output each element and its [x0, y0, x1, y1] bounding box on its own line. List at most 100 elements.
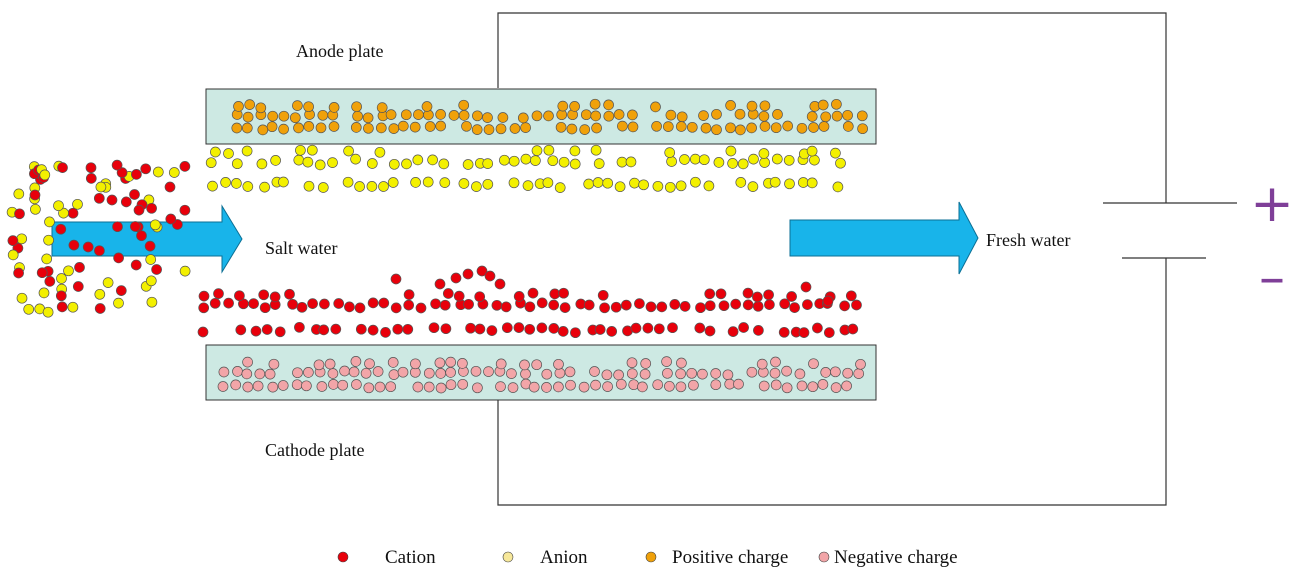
negative-charge-dot: [626, 357, 638, 369]
cation-dot: [209, 297, 221, 309]
anion-dot: [438, 158, 450, 170]
negative-charge-dot: [626, 368, 638, 379]
cation-dot: [559, 302, 571, 313]
inlet-cation-dot: [115, 285, 127, 296]
negative-charge-dot: [232, 366, 243, 377]
inlet-cation-dot: [94, 245, 105, 257]
cation-dot: [307, 298, 318, 309]
anion-dot: [835, 157, 846, 169]
negative-charge-dot: [457, 358, 468, 369]
positive-charge-dot: [796, 122, 808, 134]
inlet-anion-dot: [30, 203, 41, 215]
anion-dot: [664, 147, 676, 158]
cation-dot: [250, 325, 262, 337]
cation-dot: [367, 324, 379, 336]
positive-charge-dot: [350, 122, 362, 133]
negative-charge-dot: [324, 358, 336, 370]
anion-dot: [592, 177, 604, 188]
anode-plate-label: Anode plate: [296, 41, 383, 61]
negative-charge-dot: [794, 368, 806, 380]
negative-charge-dot: [746, 366, 758, 378]
anion-dot: [593, 158, 605, 169]
positive-charge-dot: [817, 99, 829, 111]
negative-charge-dot: [277, 380, 289, 391]
positive-charge-dot: [627, 121, 639, 133]
inlet-anion-dot: [113, 297, 124, 309]
anion-dot: [809, 154, 820, 166]
negative-charge-dot: [541, 382, 552, 393]
negative-charge-dot: [351, 379, 362, 390]
negative-charge-dot: [328, 379, 339, 390]
cathode-plate-label: Cathode plate: [265, 440, 364, 460]
cation-dot: [440, 323, 452, 335]
positive-charge-dot: [831, 110, 843, 122]
anion-dot: [759, 157, 770, 168]
negative-charge-dot: [661, 356, 672, 367]
cation-dot: [378, 297, 390, 309]
negative-charge-dot: [564, 366, 576, 378]
anion-dot: [830, 147, 841, 159]
cation-dot: [197, 326, 209, 338]
cation-dot: [738, 322, 749, 333]
cation-dot: [823, 327, 835, 338]
positive-charge-dot: [388, 123, 400, 134]
cation-dot: [198, 302, 210, 314]
inlet-cation-dot: [7, 235, 19, 246]
positive-charge-dot: [328, 102, 340, 113]
negative-charge-dot: [445, 356, 457, 368]
anion-dot: [522, 180, 534, 191]
inlet-anion-dot: [94, 288, 106, 300]
legend-cation-swatch: [337, 551, 349, 563]
positive-charge-dot: [617, 120, 628, 132]
negative-charge-dot: [337, 379, 349, 391]
cation-dot: [294, 321, 305, 333]
inlet-cation-dot: [144, 240, 156, 252]
cation-dot: [274, 326, 286, 338]
negative-charge-dot: [316, 381, 328, 392]
anion-dot: [554, 182, 566, 193]
anion-dot: [679, 154, 690, 165]
cation-dot: [319, 298, 330, 310]
positive-charge-dot: [725, 122, 736, 134]
inlet-anion-dot: [43, 234, 54, 246]
cation-dot: [845, 290, 857, 302]
anion-dot: [482, 158, 494, 169]
cation-dot: [752, 291, 763, 303]
inlet-cation-dot: [164, 181, 176, 193]
anion-dot: [350, 153, 361, 165]
cation-dot: [789, 302, 800, 313]
cation-dot: [354, 302, 366, 314]
anion-dot: [747, 181, 759, 192]
negative-charge-dot: [218, 366, 230, 378]
anion-dot: [713, 157, 725, 168]
inlet-cation-dot: [67, 207, 79, 219]
anion-dot: [256, 158, 268, 170]
anion-dot: [666, 156, 677, 167]
positive-charge-dot: [650, 101, 661, 113]
adsorbed-anion-particles: [205, 144, 846, 193]
positive-charge-dot: [520, 122, 531, 133]
positive-charge-dot: [375, 122, 387, 134]
inlet-cation-dot: [179, 161, 191, 172]
cation-dot: [198, 290, 210, 302]
positive-charge-dot: [603, 99, 614, 111]
cation-dot: [524, 301, 536, 313]
anion-dot: [223, 148, 234, 159]
anion-dot: [675, 180, 687, 192]
positive-charge-dot: [735, 124, 746, 136]
cation-dot: [704, 300, 716, 312]
negative-charge-dot: [662, 367, 673, 379]
positive-charge-dot: [589, 98, 601, 110]
negative-charge-dot: [697, 368, 708, 380]
negative-charge-dot: [387, 357, 399, 368]
negative-charge-dot: [445, 367, 456, 378]
positive-charge-dot: [495, 123, 507, 135]
negative-charge-dot: [217, 381, 229, 392]
inlet-cation-dot: [72, 281, 84, 292]
negative-charge-dot: [528, 381, 540, 393]
anion-dot: [638, 179, 649, 191]
negative-charge-dot: [241, 368, 253, 380]
cation-dot: [695, 302, 706, 314]
negative-charge-dot: [423, 381, 435, 393]
anion-dot: [735, 177, 747, 188]
